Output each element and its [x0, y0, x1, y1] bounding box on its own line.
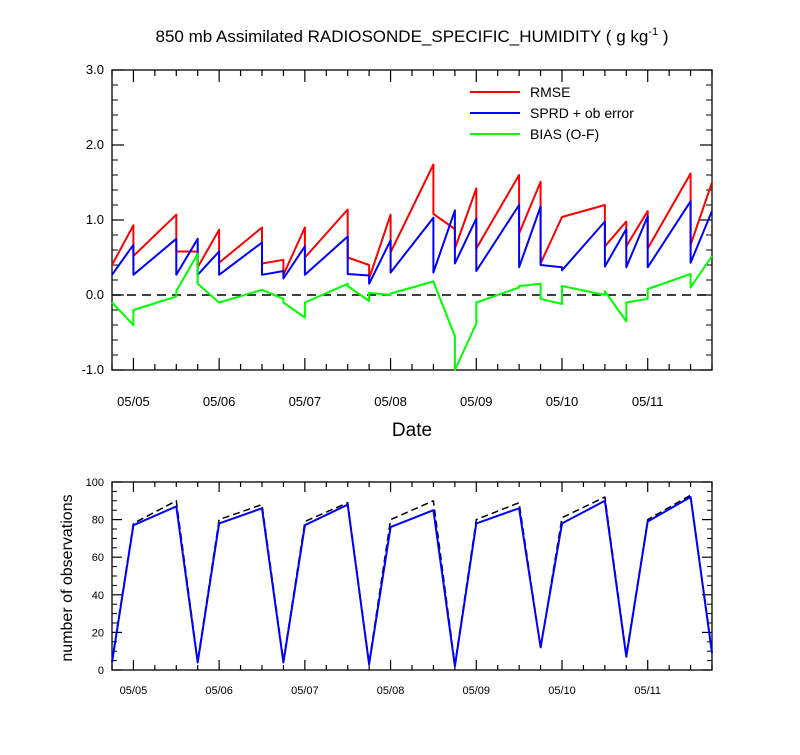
y-axis-label: number of observations	[59, 494, 76, 661]
x-tick-label: 05/06	[205, 685, 233, 697]
x-tick-label: 05/06	[203, 394, 236, 409]
x-tick-label: 05/10	[546, 394, 579, 409]
legend-label: RMSE	[530, 84, 570, 100]
series-line-rmse	[111, 163, 713, 280]
x-tick-label: 05/05	[120, 685, 148, 697]
bottom-chart: 05/05 05/06 05/07 05/08 05/09 05/10 05/11 0 20 40…	[86, 477, 713, 697]
series-line-sprd-ob-error	[111, 200, 713, 285]
y-tick-label: 1.0	[86, 212, 104, 227]
x-tick-label: 05/11	[634, 685, 661, 697]
x-axis-label: Date	[392, 420, 432, 441]
x-tick-label: 05/09	[460, 394, 493, 409]
y-tick-label: 3.0	[86, 62, 104, 77]
x-tick-label: 05/10	[548, 685, 576, 697]
y-tick-label: 100	[86, 477, 104, 489]
x-tick-label: 05/07	[291, 685, 319, 697]
y-tick-label: 40	[92, 590, 104, 602]
top-chart: 05/05 05/06 05/07 05/08 05/09 05/10 05/11 -1.0 0…	[82, 62, 713, 409]
x-tick-label: 05/07	[289, 394, 322, 409]
y-tick-label: 60	[92, 552, 104, 564]
y-tick-label: 0.0	[86, 287, 104, 302]
y-tick-label: 20	[92, 627, 104, 639]
series-line-1	[111, 496, 713, 668]
x-tick-label: 05/08	[374, 394, 407, 409]
y-tick-label: 2.0	[86, 137, 104, 152]
y-tick-label: 80	[92, 515, 104, 527]
x-tick-label: 05/09	[463, 685, 491, 697]
series-line-bias-o-f	[111, 252, 713, 371]
x-tick-label: 05/08	[377, 685, 405, 697]
legend-label: BIAS (O-F)	[530, 126, 599, 142]
chart-title: 850 mb Assimilated RADIOSONDE_SPECIFIC_H…	[156, 26, 669, 46]
x-tick-label: 05/05	[117, 394, 150, 409]
x-tick-label: 05/11	[632, 394, 664, 409]
legend-label: SPRD + ob error	[530, 105, 634, 121]
y-tick-label: 0	[98, 665, 104, 677]
y-tick-label: -1.0	[82, 362, 104, 377]
